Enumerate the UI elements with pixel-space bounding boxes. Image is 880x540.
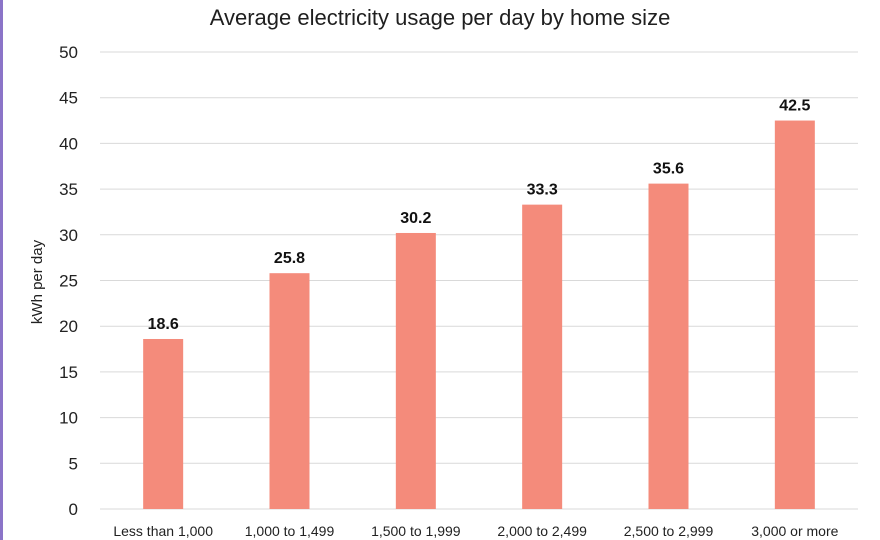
y-tick-label: 50 <box>59 43 78 62</box>
x-category-label: 2,000 to 2,499 <box>497 523 587 539</box>
gridlines <box>100 51 858 510</box>
y-tick-label: 5 <box>69 454 78 473</box>
bar <box>395 232 436 510</box>
bar-value-label: 35.6 <box>653 161 684 178</box>
data-labels: 18.6 25.8 30.2 33.3 35.6 42.5 <box>148 98 811 333</box>
bar <box>648 183 689 509</box>
bar <box>522 204 563 509</box>
bar-value-label: 30.2 <box>400 210 431 227</box>
bar-value-label: 33.3 <box>527 182 558 199</box>
bars <box>143 120 815 510</box>
y-tick-label: 45 <box>59 89 78 108</box>
bar-value-label: 42.5 <box>779 98 810 115</box>
x-axis-ticks: Less than 1,000 1,000 to 1,499 1,500 to 1,… <box>113 523 838 539</box>
bar <box>269 273 310 509</box>
y-tick-label: 10 <box>59 409 78 428</box>
y-axis-ticks: 0 5 10 15 20 25 30 35 40 45 50 <box>59 43 78 519</box>
y-tick-label: 30 <box>59 226 78 245</box>
bar <box>143 338 184 509</box>
y-tick-label: 15 <box>59 363 78 382</box>
x-category-label: 1,500 to 1,999 <box>371 523 461 539</box>
x-category-label: 1,000 to 1,499 <box>245 523 335 539</box>
bar-value-label: 18.6 <box>148 316 179 333</box>
y-tick-label: 40 <box>59 134 78 153</box>
y-tick-label: 20 <box>59 317 78 336</box>
y-tick-label: 0 <box>69 500 78 519</box>
left-accent-border <box>0 0 3 540</box>
bar <box>774 120 815 510</box>
x-category-label: 3,000 or more <box>751 523 838 539</box>
y-axis-title: kWh per day <box>29 239 46 324</box>
x-category-label: Less than 1,000 <box>113 523 213 539</box>
y-tick-label: 35 <box>59 180 78 199</box>
y-tick-label: 25 <box>59 272 78 291</box>
chart-title: Average electricity usage per day by hom… <box>209 5 671 30</box>
bar-value-label: 25.8 <box>274 250 305 267</box>
x-category-label: 2,500 to 2,999 <box>624 523 714 539</box>
